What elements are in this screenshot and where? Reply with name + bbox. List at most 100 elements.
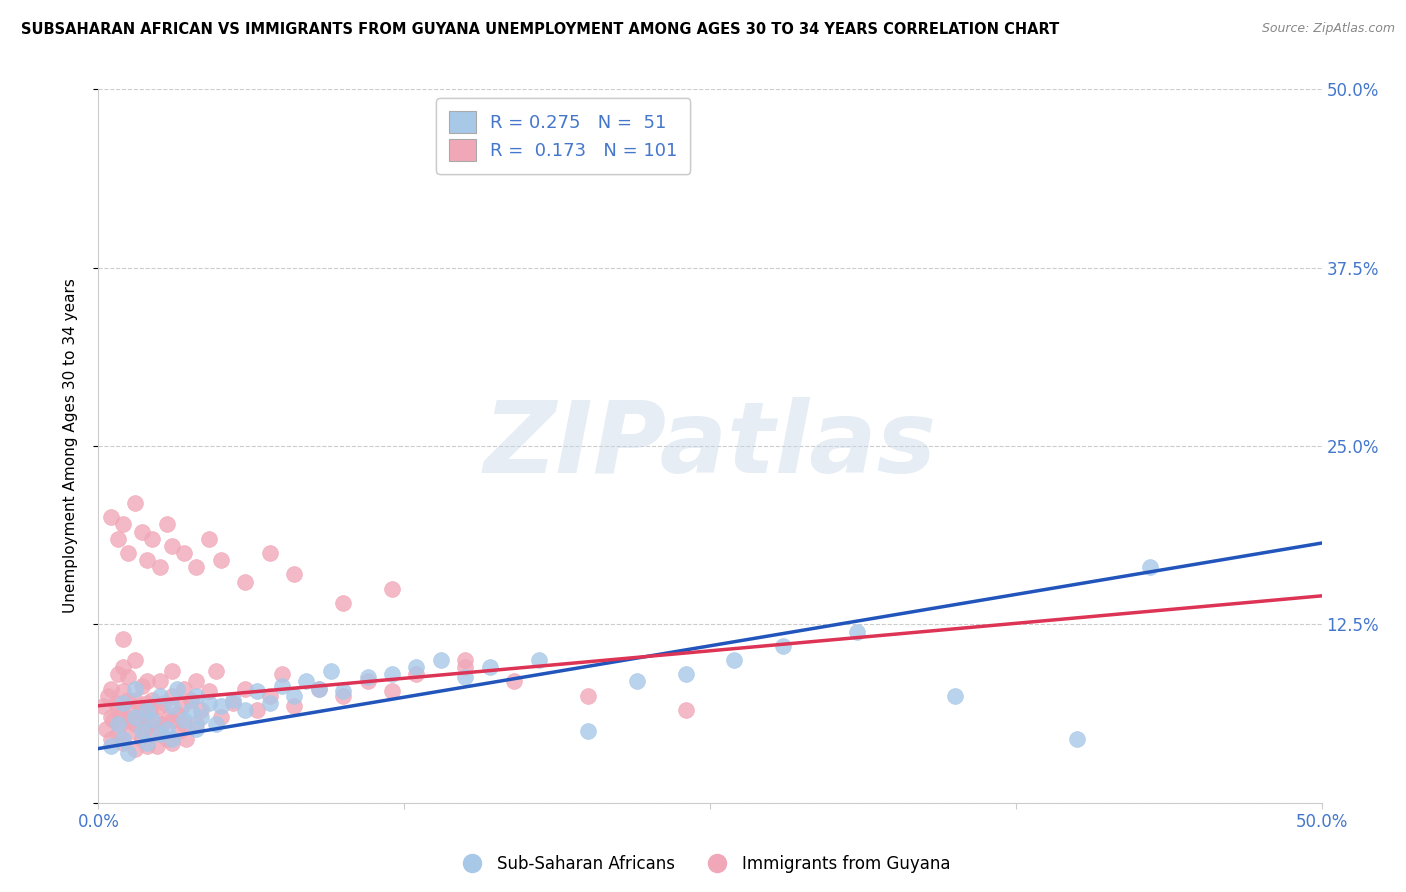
- Point: [166, 707, 188, 722]
- Point: [332, 689, 354, 703]
- Point: [141, 693, 163, 707]
- Point: [97, 689, 120, 703]
- Point: [131, 679, 153, 693]
- Point: [675, 703, 697, 717]
- Point: [111, 632, 134, 646]
- Point: [381, 667, 404, 681]
- Point: [124, 496, 146, 510]
- Point: [124, 717, 146, 731]
- Point: [111, 736, 134, 750]
- Point: [283, 567, 305, 582]
- Point: [149, 727, 172, 741]
- Point: [134, 722, 156, 736]
- Point: [173, 713, 195, 727]
- Point: [131, 731, 153, 746]
- Point: [100, 681, 122, 696]
- Point: [167, 724, 190, 739]
- Point: [160, 539, 183, 553]
- Point: [576, 689, 599, 703]
- Point: [173, 546, 195, 560]
- Point: [503, 674, 526, 689]
- Point: [246, 703, 269, 717]
- Point: [124, 653, 146, 667]
- Point: [107, 717, 129, 731]
- Point: [186, 674, 208, 689]
- Point: [222, 693, 245, 707]
- Point: [143, 713, 166, 727]
- Point: [626, 674, 648, 689]
- Point: [111, 696, 134, 710]
- Point: [91, 698, 114, 713]
- Point: [131, 724, 153, 739]
- Point: [160, 689, 183, 703]
- Point: [149, 674, 172, 689]
- Point: [136, 674, 159, 689]
- Point: [107, 703, 129, 717]
- Point: [173, 681, 195, 696]
- Point: [100, 739, 122, 753]
- Point: [146, 739, 169, 753]
- Point: [308, 681, 330, 696]
- Point: [160, 731, 183, 746]
- Point: [186, 560, 208, 574]
- Point: [157, 710, 180, 724]
- Point: [233, 574, 256, 589]
- Point: [127, 713, 149, 727]
- Point: [209, 553, 232, 567]
- Point: [100, 510, 122, 524]
- Point: [100, 731, 122, 746]
- Point: [186, 722, 208, 736]
- Point: [160, 713, 183, 727]
- Point: [283, 689, 305, 703]
- Point: [136, 696, 159, 710]
- Point: [454, 653, 477, 667]
- Point: [1066, 731, 1088, 746]
- Point: [124, 741, 146, 756]
- Point: [283, 698, 305, 713]
- Point: [246, 684, 269, 698]
- Point: [197, 696, 219, 710]
- Point: [141, 713, 163, 727]
- Point: [1139, 560, 1161, 574]
- Point: [205, 665, 228, 679]
- Point: [107, 727, 129, 741]
- Point: [136, 739, 159, 753]
- Point: [180, 693, 202, 707]
- Point: [156, 722, 179, 736]
- Point: [943, 689, 966, 703]
- Point: [124, 710, 146, 724]
- Point: [209, 710, 232, 724]
- Point: [111, 517, 134, 532]
- Point: [107, 667, 129, 681]
- Point: [527, 653, 550, 667]
- Point: [101, 713, 124, 727]
- Point: [723, 653, 745, 667]
- Point: [845, 624, 868, 639]
- Point: [117, 546, 139, 560]
- Point: [117, 746, 139, 760]
- Point: [124, 693, 146, 707]
- Point: [454, 660, 477, 674]
- Legend: Sub-Saharan Africans, Immigrants from Guyana: Sub-Saharan Africans, Immigrants from Gu…: [449, 848, 957, 880]
- Point: [308, 681, 330, 696]
- Point: [150, 717, 173, 731]
- Point: [180, 703, 202, 717]
- Point: [197, 684, 219, 698]
- Point: [430, 653, 453, 667]
- Point: [173, 717, 195, 731]
- Point: [176, 731, 198, 746]
- Text: SUBSAHARAN AFRICAN VS IMMIGRANTS FROM GUYANA UNEMPLOYMENT AMONG AGES 30 TO 34 YE: SUBSAHARAN AFRICAN VS IMMIGRANTS FROM GU…: [21, 22, 1059, 37]
- Point: [156, 517, 179, 532]
- Legend: R = 0.275   N =  51, R =  0.173   N = 101: R = 0.275 N = 51, R = 0.173 N = 101: [436, 98, 690, 174]
- Point: [190, 703, 212, 717]
- Point: [772, 639, 794, 653]
- Point: [121, 724, 143, 739]
- Point: [405, 660, 427, 674]
- Point: [381, 684, 404, 698]
- Point: [131, 524, 153, 539]
- Point: [100, 710, 122, 724]
- Point: [233, 681, 256, 696]
- Point: [153, 696, 176, 710]
- Point: [104, 696, 127, 710]
- Point: [111, 707, 134, 722]
